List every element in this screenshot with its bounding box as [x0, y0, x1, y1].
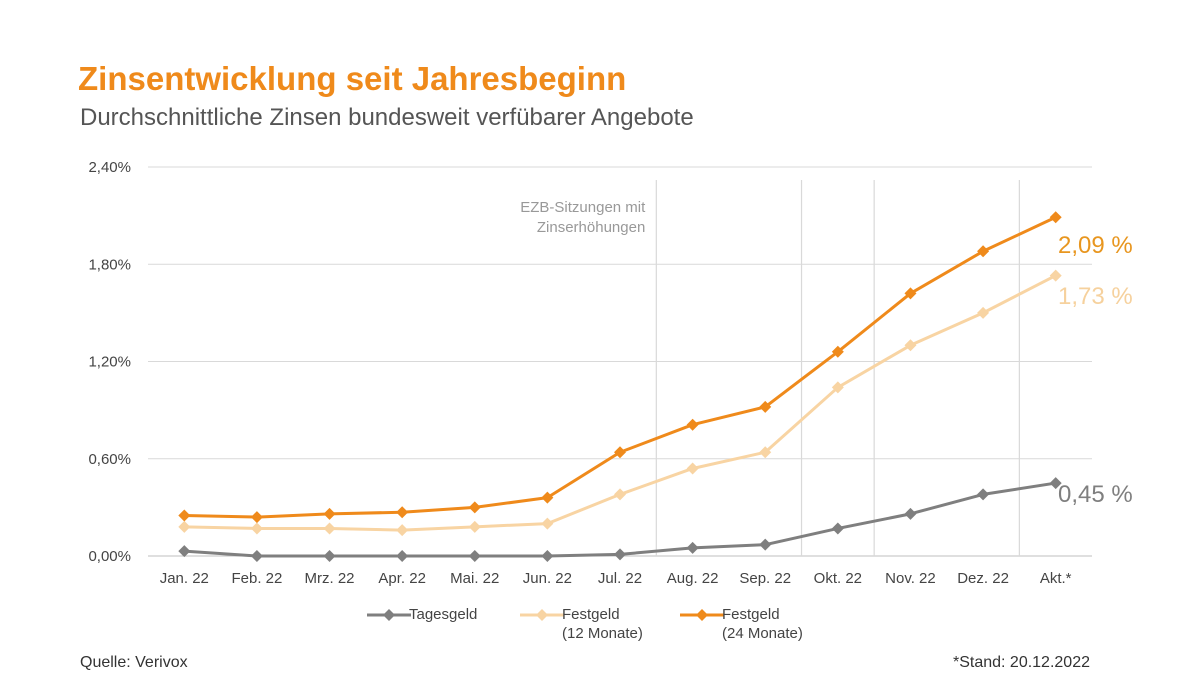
data-point-festgeld12: [614, 488, 626, 501]
legend-swatch-festgeld24: [680, 609, 724, 621]
data-point-festgeld12: [468, 520, 481, 533]
y-tick-label: 2,40%: [88, 159, 131, 176]
axes: 0,00% 0,60% 1,20% 1,80% 2,40% Jan. 22 Feb. 22 M…: [88, 159, 1071, 587]
data-point-tagesgeld: [468, 550, 481, 562]
data-point-festgeld12: [323, 522, 336, 535]
x-tick-label: Akt.*: [1040, 570, 1072, 587]
date-note: *Stand: 20.12.2022: [952, 654, 1090, 671]
x-tick-label: Apr. 22: [378, 570, 426, 587]
data-point-tagesgeld: [686, 541, 699, 554]
legend-label-festgeld12: Festgeld (12 Monate): [562, 605, 643, 643]
end-labels: 0,45 % 1,73 % 2,09 %: [1058, 232, 1133, 508]
legend-label-line: Festgeld: [562, 606, 620, 623]
x-tick-label: Sep. 22: [739, 570, 791, 587]
x-tick-label: Jun. 22: [523, 570, 572, 587]
data-point-festgeld24: [468, 501, 481, 514]
data-point-festgeld24: [250, 511, 263, 524]
legend: Tagesgeld Festgeld (12 Monate) Festgeld (24 …: [365, 605, 835, 649]
data-point-tagesgeld: [541, 550, 554, 562]
data-point-festgeld12: [686, 462, 699, 475]
data-point-festgeld12: [1049, 269, 1062, 282]
legend-swatch-tagesgeld: [367, 609, 411, 621]
end-value-label-festgeld12: 1,73 %: [1058, 283, 1133, 310]
data-point-festgeld12: [541, 517, 554, 530]
data-point-festgeld12: [904, 339, 917, 352]
y-tick-label: 0,00%: [88, 548, 131, 565]
end-value-label-tagesgeld: 0,45 %: [1058, 481, 1133, 508]
x-tick-label: Aug. 22: [667, 570, 719, 587]
chart-subtitle: Durchschnittliche Zinsen bundesweit verf…: [80, 104, 694, 131]
legend-label-festgeld24: Festgeld (24 Monate): [722, 605, 803, 643]
x-tick-label: Jan. 22: [160, 570, 209, 587]
series-line-festgeld24: [182, 215, 1058, 519]
data-point-tagesgeld: [250, 550, 263, 562]
line-chart: EZB-Sitzungen mit Zinserhöhungen 0,00% 0,6…: [88, 159, 1133, 587]
data-point-tagesgeld: [831, 522, 844, 535]
legend-label-tagesgeld: Tagesgeld: [409, 605, 477, 624]
legend-label-line: Tagesgeld: [409, 606, 478, 623]
data-point-tagesgeld: [904, 507, 917, 520]
ezb-markers: EZB-Sitzungen mit Zinserhöhungen: [520, 180, 1020, 556]
legend-label-line: (12 Monate): [562, 625, 643, 642]
data-point-festgeld24: [904, 287, 917, 300]
y-tick-label: 1,20%: [88, 354, 131, 371]
data-point-festgeld12: [178, 520, 191, 533]
data-point-festgeld12: [831, 381, 844, 394]
series-lines: [178, 211, 1062, 562]
data-point-tagesgeld: [759, 538, 772, 551]
end-value-label-festgeld24: 2,09 %: [1058, 232, 1133, 259]
x-tick-label: Nov. 22: [885, 570, 936, 587]
data-point-tagesgeld: [178, 545, 191, 558]
data-point-festgeld24: [541, 491, 554, 504]
x-tick-label: Feb. 22: [231, 570, 282, 587]
y-tick-label: 0,60%: [88, 451, 131, 468]
x-tick-label: Okt. 22: [814, 570, 862, 587]
chart-title: Zinsentwicklung seit Jahresbeginn: [78, 60, 627, 97]
legend-label-line: (24 Monate): [722, 625, 803, 642]
data-point-festgeld24: [614, 446, 626, 459]
data-point-tagesgeld: [614, 548, 626, 561]
x-tick-label: Dez. 22: [957, 570, 1009, 587]
data-point-festgeld24: [686, 418, 699, 431]
legend-swatch-festgeld12: [520, 609, 564, 621]
x-tick-label: Mai. 22: [450, 570, 499, 587]
data-point-festgeld12: [396, 524, 409, 537]
data-point-tagesgeld: [1049, 477, 1062, 490]
ezb-annotation-text: Zinserhöhungen: [537, 219, 645, 236]
data-point-festgeld24: [759, 400, 772, 413]
data-point-tagesgeld: [396, 550, 409, 562]
data-point-festgeld12: [977, 306, 990, 319]
data-point-festgeld24: [178, 509, 191, 522]
data-point-festgeld24: [323, 507, 336, 520]
data-point-tagesgeld: [323, 550, 336, 562]
y-tick-label: 1,80%: [88, 256, 131, 273]
x-tick-label: Jul. 22: [598, 570, 642, 587]
data-point-festgeld24: [396, 506, 409, 519]
legend-label-line: Festgeld: [722, 606, 780, 623]
data-point-festgeld12: [250, 522, 263, 535]
data-point-festgeld24: [977, 245, 990, 258]
data-point-festgeld24: [831, 345, 844, 358]
ezb-annotation-text: EZB-Sitzungen mit: [520, 199, 646, 216]
x-tick-label: Mrz. 22: [305, 570, 355, 587]
data-point-tagesgeld: [977, 488, 990, 501]
data-point-festgeld12: [759, 446, 772, 459]
source-note: Quelle: Verivox: [80, 654, 188, 671]
data-point-festgeld24: [1049, 211, 1062, 224]
